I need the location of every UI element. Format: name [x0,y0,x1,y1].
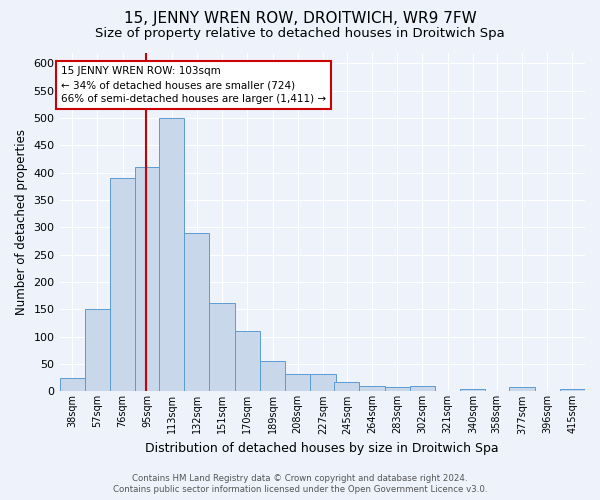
Bar [135,168,160,392]
Bar [509,387,535,392]
Bar [310,374,335,392]
Bar [560,388,585,392]
Bar [359,386,385,392]
Bar [235,332,260,392]
Bar [410,386,435,392]
Text: Contains HM Land Registry data © Crown copyright and database right 2024.
Contai: Contains HM Land Registry data © Crown c… [113,474,487,494]
X-axis label: Distribution of detached houses by size in Droitwich Spa: Distribution of detached houses by size … [145,442,499,455]
Bar [334,382,359,392]
Bar [260,362,285,392]
Bar [85,310,110,392]
Bar [159,118,184,392]
Bar [110,178,135,392]
Text: Size of property relative to detached houses in Droitwich Spa: Size of property relative to detached ho… [95,28,505,40]
Bar [385,387,410,392]
Bar [460,388,485,392]
Bar [59,378,85,392]
Y-axis label: Number of detached properties: Number of detached properties [15,129,28,315]
Bar [184,233,209,392]
Bar [285,374,310,392]
Text: 15 JENNY WREN ROW: 103sqm
← 34% of detached houses are smaller (724)
66% of semi: 15 JENNY WREN ROW: 103sqm ← 34% of detac… [61,66,326,104]
Bar [209,303,235,392]
Text: 15, JENNY WREN ROW, DROITWICH, WR9 7FW: 15, JENNY WREN ROW, DROITWICH, WR9 7FW [124,11,476,26]
